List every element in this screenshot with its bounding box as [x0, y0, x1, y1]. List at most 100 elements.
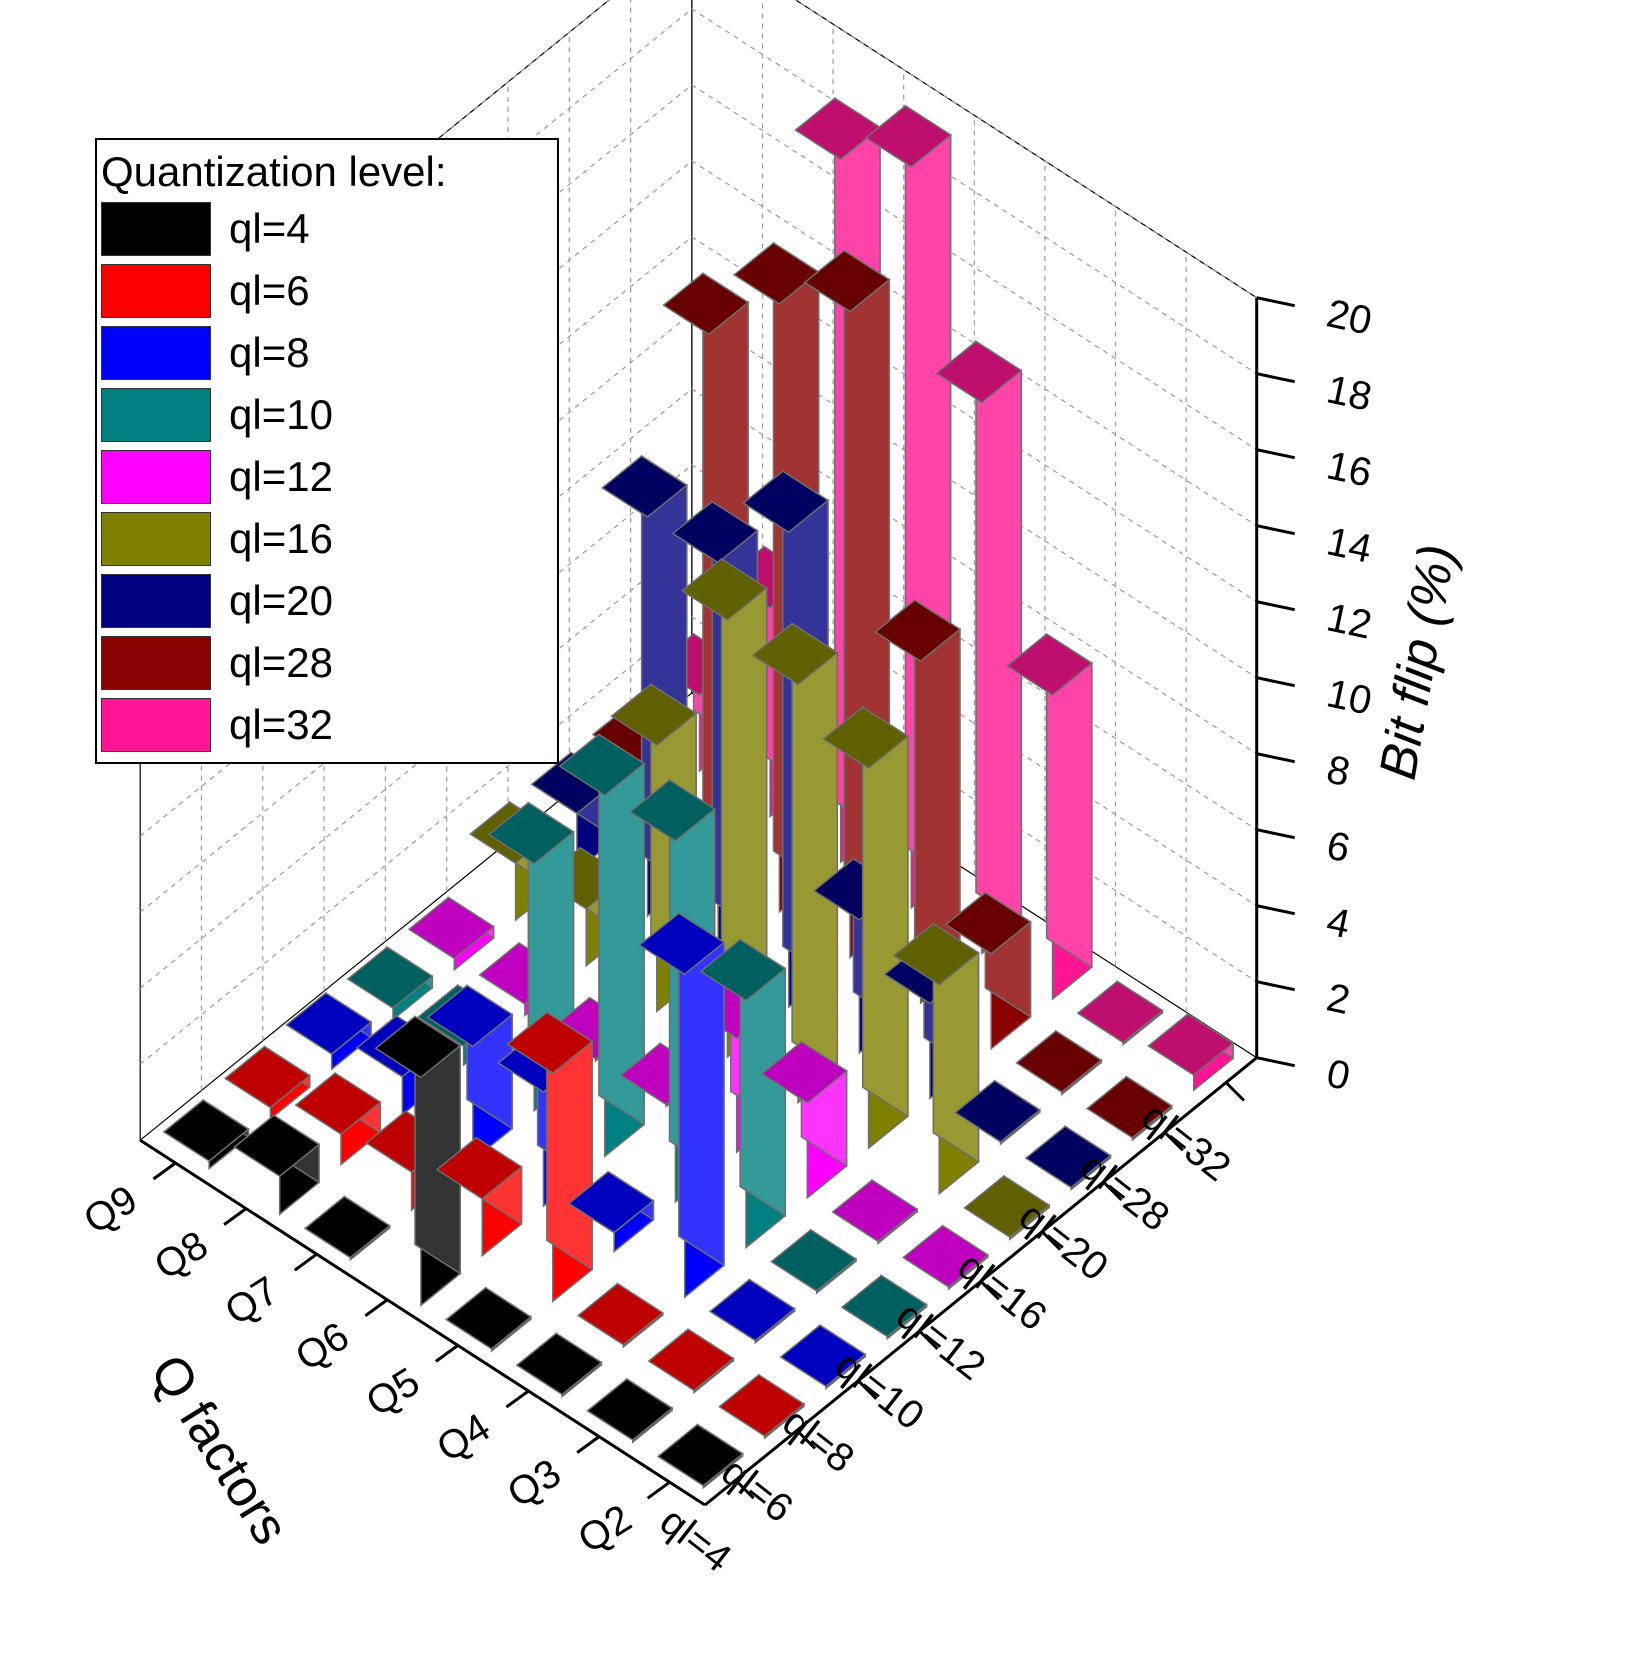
y-tick-label: Q4 — [429, 1405, 498, 1471]
bar-top-face — [233, 1114, 321, 1178]
bar-side-face — [791, 622, 839, 1073]
legend-label: ql=12 — [229, 453, 333, 500]
bar-top-face — [671, 500, 759, 564]
bar-top-face — [699, 938, 787, 1002]
bar-top-face — [680, 558, 768, 621]
legend-item: ql=4 — [97, 198, 557, 260]
y-axis-title: Q factors — [139, 1345, 300, 1555]
bar-top-face — [874, 599, 962, 663]
bar — [285, 991, 373, 1071]
z-tick-label: 0 — [1323, 1051, 1354, 1099]
bar-top-face — [954, 1079, 1042, 1143]
bar-top-face — [656, 1423, 744, 1487]
z-tick-label: 14 — [1323, 519, 1376, 571]
z-tick — [1256, 524, 1296, 536]
y-tick — [435, 1344, 459, 1363]
z-tick-label: 20 — [1323, 291, 1376, 343]
z-tick — [1256, 372, 1296, 384]
legend-item: ql=6 — [97, 260, 557, 322]
y-tick-label: Q7 — [218, 1268, 287, 1334]
bar — [294, 1071, 382, 1167]
bar-top-face — [1006, 633, 1094, 696]
bar — [708, 1278, 796, 1345]
z-tick — [1256, 296, 1296, 308]
z-tick-label: 18 — [1323, 367, 1376, 419]
legend-swatch — [101, 264, 211, 318]
y-tick-label: Q3 — [500, 1451, 569, 1517]
y-tick-label: Q5 — [359, 1360, 428, 1426]
chart-axes — [139, 296, 1296, 1507]
bar-top-face — [223, 1045, 311, 1109]
bar-top-face — [779, 1324, 867, 1388]
legend-item: ql=8 — [97, 322, 557, 384]
chart-bars — [162, 96, 1235, 1490]
bar — [1147, 1012, 1235, 1092]
bar — [346, 945, 434, 1022]
legend-swatch — [101, 636, 211, 690]
bar — [840, 1274, 928, 1341]
legend-label: ql=28 — [229, 639, 333, 686]
bar-top-face — [586, 1378, 674, 1441]
x-tick-label: ql=10 — [827, 1343, 932, 1439]
bar-top-face — [346, 946, 434, 1010]
x-tick-label: ql=20 — [1011, 1194, 1116, 1290]
bar-top-face — [506, 1011, 594, 1075]
y-tick — [364, 1298, 389, 1318]
bar-top-face — [407, 896, 495, 960]
y-tick — [646, 1480, 671, 1500]
z-axis-title: Bit flip (%) — [1369, 540, 1467, 783]
z-tick-label: 2 — [1323, 975, 1354, 1023]
legend-item: ql=16 — [97, 508, 557, 570]
x-tick — [1041, 1230, 1062, 1251]
legend-items: ql=4 ql=6 ql=8 ql=10 ql=12 ql=16 ql=20 ql=28 ql=… — [97, 198, 557, 756]
z-gridline — [139, 84, 1258, 533]
z-gridline — [139, 8, 1258, 457]
legend-label: ql=6 — [229, 267, 310, 314]
bar — [1085, 1075, 1173, 1142]
z-tick — [1256, 752, 1296, 764]
bar-top-face — [963, 1175, 1051, 1239]
legend-label: ql=8 — [229, 329, 310, 376]
bar — [515, 1332, 603, 1399]
bar-top-face — [426, 984, 514, 1048]
bar-top-face — [902, 1224, 990, 1288]
bar — [1015, 1029, 1103, 1096]
bar-top-face — [760, 1040, 848, 1104]
y-tick-label: Q2 — [571, 1496, 640, 1562]
bar — [558, 733, 646, 1158]
legend-label: ql=16 — [229, 515, 333, 562]
bar-top-face — [628, 779, 716, 842]
y-tick-label: Q8 — [147, 1223, 216, 1289]
bar — [718, 1373, 806, 1440]
bar-side-face — [861, 705, 909, 1118]
bar — [647, 1327, 735, 1395]
bar-top-face — [718, 1373, 806, 1437]
x-tick — [918, 1329, 939, 1351]
bar-top-face — [708, 1278, 796, 1342]
bar — [680, 557, 768, 1059]
legend-swatch — [101, 574, 211, 628]
bar — [233, 1113, 321, 1216]
bar-top-face — [294, 1072, 382, 1136]
bar — [506, 1011, 594, 1303]
x-tick — [1163, 1131, 1184, 1152]
legend-title: Quantization level: — [101, 148, 447, 195]
bar-top-face — [770, 1228, 858, 1292]
chart-legend: Quantization level: ql=4 ql=6 ql=8 ql=10 ql=… — [95, 138, 559, 764]
bar — [1006, 632, 1094, 1001]
bar-top-face — [1085, 1075, 1173, 1139]
z-gridline — [139, 464, 1258, 913]
bar — [954, 1079, 1042, 1146]
z-tick-label: 16 — [1323, 443, 1376, 495]
bar — [426, 984, 514, 1162]
bar-top-face — [892, 922, 980, 986]
bar — [567, 1170, 655, 1254]
bar-top-face — [515, 1332, 603, 1396]
bar-top-face — [285, 992, 373, 1055]
bar-top-face — [840, 1274, 928, 1338]
bar — [944, 891, 1032, 1051]
x-tick-label: ql=12 — [888, 1293, 993, 1389]
z-tick-label: 10 — [1323, 671, 1376, 723]
x-tick — [1224, 1081, 1246, 1102]
z-tick — [1256, 980, 1296, 992]
